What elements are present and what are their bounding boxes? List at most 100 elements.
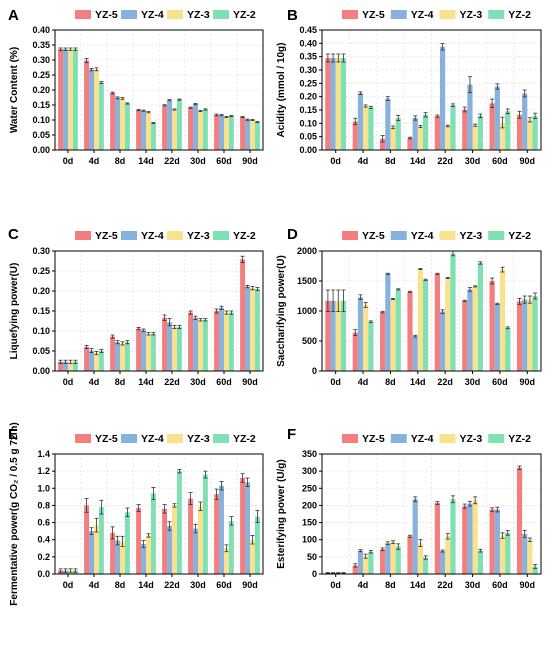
bar <box>357 297 364 371</box>
x-tick-label: 60d <box>492 156 508 166</box>
bar <box>445 126 451 150</box>
y-tick-label: 1.2 <box>37 466 50 476</box>
bar <box>390 542 396 574</box>
legend-label: YZ-4 <box>411 9 434 21</box>
x-tick-label: 4d <box>89 377 100 387</box>
bar <box>489 103 495 150</box>
bar <box>146 112 151 150</box>
bar <box>335 58 341 150</box>
legend-label: YZ-4 <box>141 9 164 21</box>
bar <box>412 118 418 150</box>
bar <box>98 507 104 574</box>
bar <box>412 336 418 371</box>
bar <box>494 86 500 150</box>
bar <box>472 125 478 150</box>
bar <box>522 93 528 150</box>
x-tick-label: 0d <box>63 377 74 387</box>
bar <box>395 118 401 150</box>
bar <box>472 500 478 574</box>
bar <box>417 543 424 574</box>
legend-swatch <box>488 10 505 19</box>
bar <box>240 117 246 150</box>
bar <box>198 319 203 371</box>
x-tick-label: 8d <box>385 580 396 590</box>
bar <box>325 300 331 371</box>
y-tick-label: 0.35 <box>32 40 50 50</box>
bar <box>141 330 146 371</box>
legend-label: YZ-5 <box>362 433 385 445</box>
legend-label: YZ-4 <box>411 230 434 242</box>
bar <box>477 550 483 574</box>
bar <box>395 289 401 371</box>
bar <box>494 303 500 371</box>
legend-swatch <box>167 434 183 443</box>
bar <box>250 120 255 150</box>
x-tick-label: 14d <box>138 156 154 166</box>
bar <box>240 478 246 574</box>
bar <box>94 525 99 574</box>
bar <box>445 536 451 574</box>
x-tick-label: 0d <box>63 156 74 166</box>
y-tick-label: 0.45 <box>299 25 317 35</box>
bar <box>522 299 528 371</box>
x-tick-label: 90d <box>242 580 258 590</box>
bar <box>363 556 369 574</box>
bar <box>527 299 533 371</box>
chart-panel-f: F YZ-5 YZ-4 YZ-3 YZ-2 0 50 100 150 200 250 300 350 0d… <box>276 426 542 590</box>
y-tick-label: 0.4 <box>37 535 50 545</box>
legend-label: YZ-2 <box>508 433 531 445</box>
legend-label: YZ-4 <box>411 433 434 445</box>
y-tick-label: 0.6 <box>37 518 50 528</box>
bar <box>84 60 90 150</box>
bar <box>224 312 229 371</box>
bar <box>505 532 511 574</box>
y-tick-label: 0.0 <box>37 569 50 579</box>
bar <box>68 49 73 151</box>
bar <box>532 296 538 371</box>
bar <box>385 273 391 371</box>
legend-swatch <box>390 434 407 443</box>
x-tick-label: 90d <box>520 156 536 166</box>
bar <box>124 342 130 371</box>
y-tick-label: 100 <box>302 535 317 545</box>
y-tick-label: 0.20 <box>299 92 317 102</box>
bar <box>167 526 172 574</box>
plot-frame <box>321 453 542 575</box>
y-tick-label: 0.25 <box>32 266 50 276</box>
legend-label: YZ-5 <box>362 9 385 21</box>
bar <box>219 307 224 371</box>
bar <box>417 269 424 371</box>
plot-frame <box>321 29 542 151</box>
y-tick-label: 2000 <box>297 246 317 256</box>
chart-panel-d: D YZ-5 YZ-4 YZ-3 YZ-2 0 500 1000 1500 2000 0d 4d 8d 1… <box>276 226 542 387</box>
bar <box>188 498 194 574</box>
legend-label: YZ-3 <box>187 433 210 445</box>
y-tick-label: 300 <box>302 466 317 476</box>
bar <box>89 69 94 150</box>
bar <box>188 107 194 150</box>
bar <box>450 499 456 574</box>
y-tick-label: 0.10 <box>299 118 317 128</box>
bar <box>228 312 234 371</box>
plot-frame <box>321 250 542 372</box>
x-tick-label: 22d <box>164 580 180 590</box>
y-axis-label: Acidity (mmol / 10g) <box>276 42 287 137</box>
bar <box>63 49 68 151</box>
y-axis-label: Fermentative power(g CO₂ / 0.5 g 72 h) <box>9 422 20 605</box>
bar <box>124 103 130 150</box>
legend-label: YZ-2 <box>233 230 256 242</box>
bar <box>357 550 364 574</box>
bar <box>390 299 396 371</box>
bar <box>423 114 429 150</box>
bar <box>380 549 386 574</box>
legend-swatch <box>342 434 358 443</box>
y-tick-label: 0.40 <box>299 38 317 48</box>
bar <box>352 332 358 371</box>
y-tick-label: 0.25 <box>299 78 317 88</box>
y-tick-label: 1500 <box>297 276 317 286</box>
bar <box>167 100 172 150</box>
x-tick-label: 22d <box>164 377 180 387</box>
bar <box>439 551 446 574</box>
bar <box>124 512 130 574</box>
bar <box>228 116 234 150</box>
